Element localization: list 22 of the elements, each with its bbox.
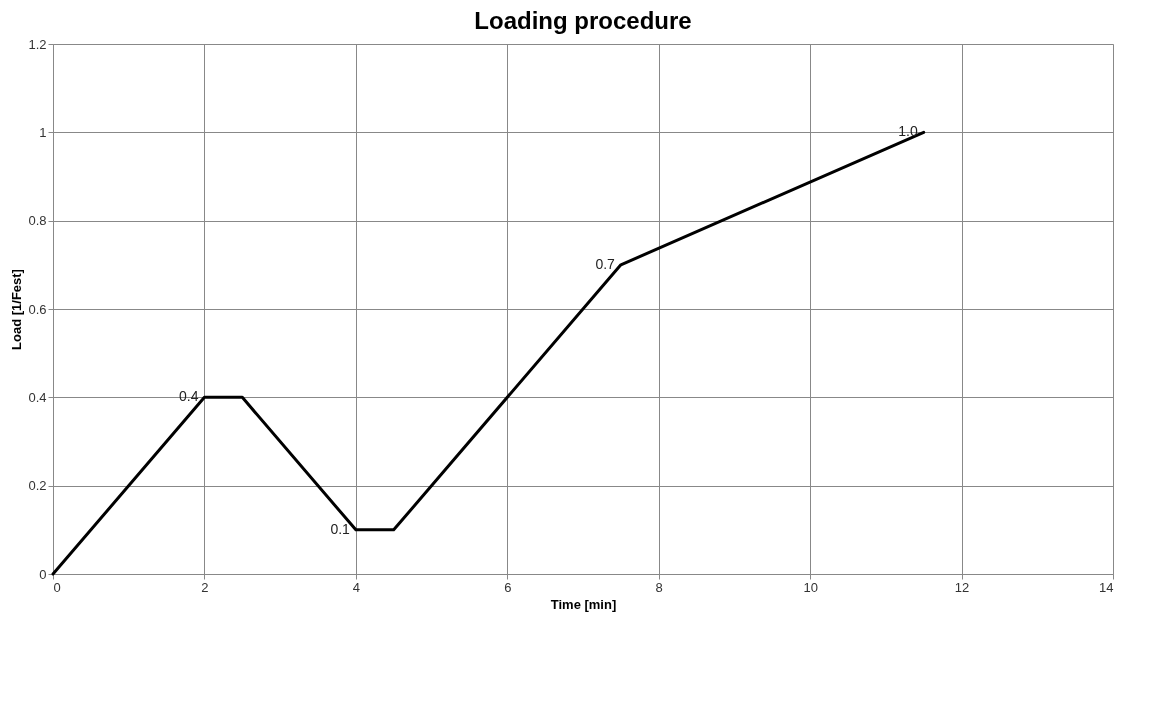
x-axis-title: Time [min] bbox=[550, 596, 617, 612]
x-tick-label: 4 bbox=[352, 579, 360, 595]
x-tick-label: 12 bbox=[954, 579, 970, 595]
x-tick-label: 10 bbox=[803, 579, 818, 595]
annotation: 1.0 bbox=[898, 123, 918, 140]
annotation: 0.4 bbox=[178, 388, 199, 405]
y-tick-label: 0.4 bbox=[28, 389, 47, 405]
y-tick-label: 0.2 bbox=[28, 478, 47, 494]
x-tick-label: 0 bbox=[53, 579, 61, 595]
annotation: 0.7 bbox=[595, 255, 616, 272]
y-tick-label: 1.2 bbox=[28, 36, 47, 52]
x-tick-label: 6 bbox=[504, 579, 512, 595]
y-tick-label: 0 bbox=[39, 566, 47, 582]
chart-title: Loading procedure bbox=[474, 7, 692, 34]
x-tick-label: 2 bbox=[201, 579, 209, 595]
y-axis-title: Load [1/Fest] bbox=[9, 269, 25, 350]
x-tick-label: 14 bbox=[1099, 579, 1114, 595]
y-tick-label: 0.6 bbox=[28, 301, 47, 317]
x-tick-label: 8 bbox=[655, 579, 663, 595]
annotation: 0.1 bbox=[330, 520, 351, 537]
y-tick-label: 0.8 bbox=[28, 213, 47, 229]
y-tick-label: 1 bbox=[39, 124, 47, 140]
